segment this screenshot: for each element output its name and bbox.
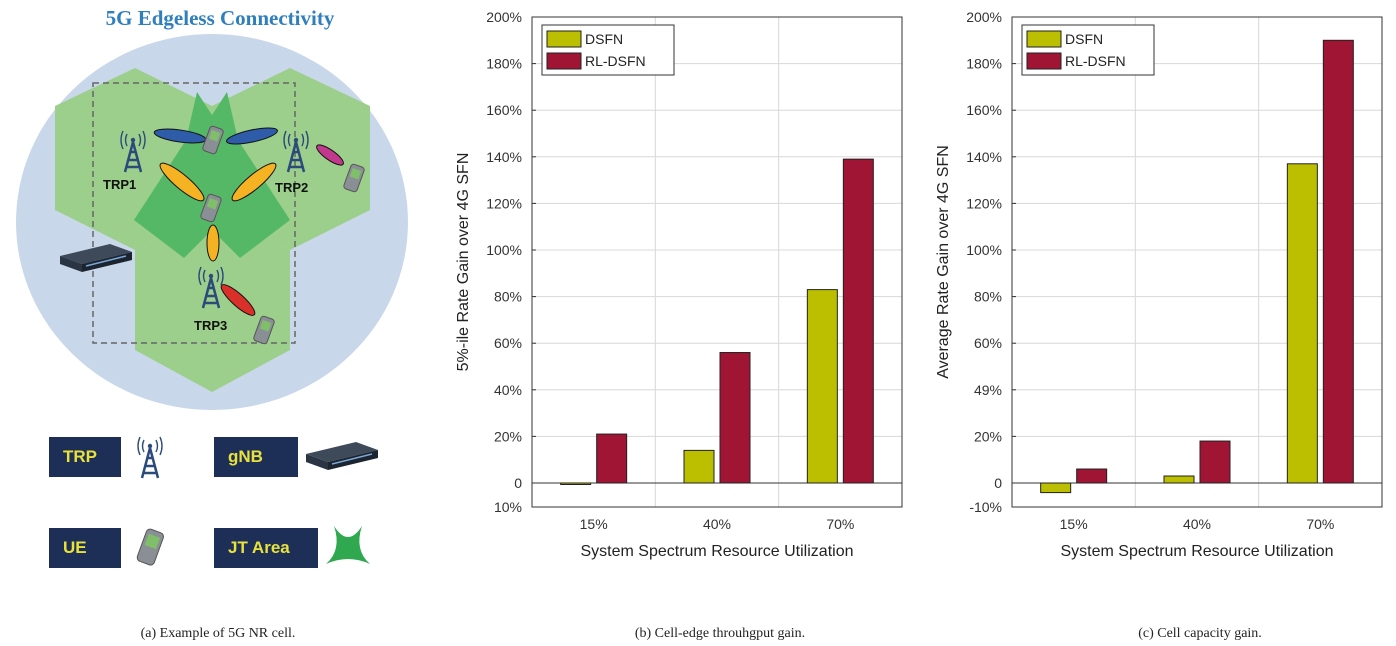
- caption-c: (c) Cell capacity gain.: [1138, 626, 1262, 641]
- bar-rl-dsfn-1: [719, 352, 751, 484]
- server-rack-icon: [306, 442, 378, 470]
- ytick-label: 100%: [486, 242, 522, 258]
- legend-swatch-rl-dsfn: [1026, 52, 1062, 70]
- legend-label-dsfn: DSFN: [585, 31, 623, 47]
- ytick-label: 200%: [966, 9, 1002, 25]
- xtick-label: 40%: [703, 516, 731, 532]
- ytick-label: 180%: [966, 56, 1002, 72]
- phone-icon: [136, 528, 164, 566]
- ytick-label: 180%: [486, 56, 522, 72]
- jt-area-icon: [326, 526, 370, 564]
- ytick-label: -10%: [969, 499, 1002, 515]
- legend-label-rl-dsfn: RL-DSFN: [1065, 53, 1126, 69]
- ytick-label: 120%: [486, 195, 522, 211]
- ytick-label: 80%: [974, 289, 1002, 305]
- ytick-label: 10%: [494, 499, 522, 515]
- caption-b: (b) Cell-edge throuhgput gain.: [634, 626, 806, 641]
- ytick-label: 100%: [966, 242, 1002, 258]
- bar-rl-dsfn-0: [1076, 468, 1108, 484]
- xtick-label: 40%: [1183, 516, 1211, 532]
- ytick-label: 0: [514, 475, 522, 491]
- ytick-label: 60%: [974, 335, 1002, 351]
- diagram-title: 5G Edgeless Connectivity: [105, 6, 335, 30]
- legend-label-rl-dsfn: RL-DSFN: [585, 53, 646, 69]
- ytick-label: 120%: [966, 195, 1002, 211]
- ytick-label: 160%: [966, 102, 1002, 118]
- plot-frame: [1011, 16, 1383, 508]
- caption-a: (a) Example of 5G NR cell.: [140, 626, 296, 641]
- bar-rl-dsfn-2: [1322, 39, 1354, 484]
- bar-rl-dsfn-2: [842, 158, 874, 484]
- ytick-label: 200%: [486, 9, 522, 25]
- ytick-label: 0: [994, 475, 1002, 491]
- legend-gnb-label: gNB: [214, 437, 298, 477]
- ytick-label: 80%: [494, 289, 522, 305]
- plot-area: [532, 17, 902, 507]
- ytick-label: 140%: [966, 149, 1002, 165]
- x-axis-label: System Spectrum Resource Utilization: [581, 543, 854, 560]
- legend-trp-label: TRP: [49, 437, 121, 477]
- xtick-label: 70%: [1306, 516, 1334, 532]
- legend-label-dsfn: DSFN: [1065, 31, 1103, 47]
- bar-dsfn-1: [1163, 475, 1195, 484]
- legend-swatch-dsfn: [1026, 30, 1062, 48]
- x-axis-label: System Spectrum Resource Utilization: [1061, 543, 1334, 560]
- bar-dsfn-2: [806, 289, 838, 484]
- xtick-label: 15%: [580, 516, 608, 532]
- legend-jt-area-label: JT Area: [214, 528, 318, 568]
- legend-swatch-dsfn: [546, 30, 582, 48]
- antenna-tower-icon: [137, 436, 163, 479]
- ytick-label: 160%: [486, 102, 522, 118]
- ytick-label: 20%: [974, 428, 1002, 444]
- chart-cell-edge-gain: 10% 0 20% 40% 60% 80% 100% 120% 140% 160% 180% 200%…: [455, 9, 903, 560]
- trp1-label: TRP1: [103, 177, 136, 192]
- trp3-label: TRP3: [194, 318, 227, 333]
- bar-dsfn-0: [560, 482, 592, 485]
- xtick-label: 70%: [826, 516, 854, 532]
- ytick-label: 40%: [494, 382, 522, 398]
- plot-frame: [531, 16, 903, 508]
- chart-cell-capacity-gain: -10% 0 20% 49% 60% 80% 100% 120% 140% 160% 180% 200…: [935, 9, 1383, 560]
- bar-dsfn-0: [1040, 482, 1072, 494]
- ytick-label: 60%: [494, 335, 522, 351]
- nr-cell-diagram: TRP1 TRP2 TRP3: [16, 34, 408, 410]
- y-axis-label: 5%-ile Rate Gain over 4G SFN: [455, 153, 472, 372]
- bar-rl-dsfn-1: [1199, 440, 1231, 484]
- bar-dsfn-2: [1286, 163, 1318, 484]
- legend-swatch-rl-dsfn: [546, 52, 582, 70]
- ytick-label: 49%: [974, 382, 1002, 398]
- ytick-label: 20%: [494, 428, 522, 444]
- legend-ue-label: UE: [49, 528, 121, 568]
- ytick-label: 140%: [486, 149, 522, 165]
- bar-rl-dsfn-0: [596, 433, 628, 484]
- plot-area: [1012, 17, 1382, 507]
- bar-dsfn-1: [683, 449, 715, 484]
- xtick-label: 15%: [1060, 516, 1088, 532]
- y-axis-label: Average Rate Gain over 4G SFN: [935, 145, 952, 379]
- trp2-label: TRP2: [275, 180, 308, 195]
